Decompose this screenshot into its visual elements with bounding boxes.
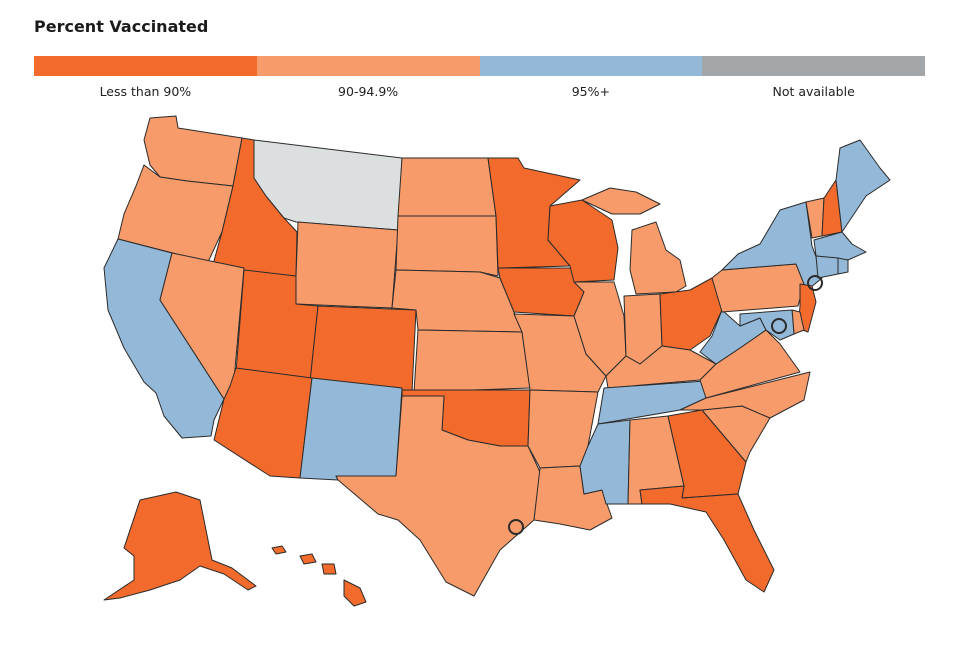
state-mi[interactable] <box>581 187 687 295</box>
state-hi[interactable] <box>271 545 367 607</box>
map-legend: Less than 90% 90-94.9% 95%+ Not availabl… <box>34 56 925 106</box>
legend-item-less-than-90: Less than 90% <box>34 56 257 106</box>
state-nj[interactable] <box>797 283 817 333</box>
state-wi[interactable] <box>547 199 619 283</box>
city-marker-houston[interactable] <box>508 519 524 535</box>
state-me[interactable] <box>835 139 891 233</box>
state-ct[interactable] <box>815 255 839 279</box>
legend-item-90-94-9: 90-94.9% <box>256 56 480 106</box>
state-ks[interactable] <box>413 329 531 393</box>
legend-item-95-plus: 95%+ <box>479 56 703 106</box>
state-pa[interactable] <box>711 263 805 313</box>
legend-swatch <box>256 56 480 76</box>
state-ri[interactable] <box>837 257 849 275</box>
state-wy[interactable] <box>295 221 399 309</box>
state-tx[interactable] <box>335 395 541 597</box>
city-marker-new-york-city[interactable] <box>807 275 823 291</box>
legend-item-not-available: Not available <box>702 56 925 106</box>
legend-label: Not available <box>772 84 855 99</box>
state-fl[interactable] <box>639 485 775 593</box>
state-or[interactable] <box>117 164 234 263</box>
state-nm[interactable] <box>299 377 403 481</box>
legend-label: 90-94.9% <box>338 84 399 99</box>
legend-label: Less than 90% <box>99 84 192 99</box>
state-ak[interactable] <box>103 491 257 601</box>
legend-label: 95%+ <box>571 84 610 99</box>
city-marker-washington-dc[interactable] <box>771 318 787 334</box>
legend-swatch <box>479 56 703 76</box>
us-map <box>103 115 891 607</box>
state-nd[interactable] <box>397 157 497 217</box>
legend-swatch <box>34 56 257 76</box>
map-title: Percent Vaccinated <box>34 17 209 36</box>
state-ny[interactable] <box>721 201 823 289</box>
state-sd[interactable] <box>395 215 499 277</box>
state-nc[interactable] <box>679 371 811 419</box>
legend-swatch <box>702 56 925 76</box>
